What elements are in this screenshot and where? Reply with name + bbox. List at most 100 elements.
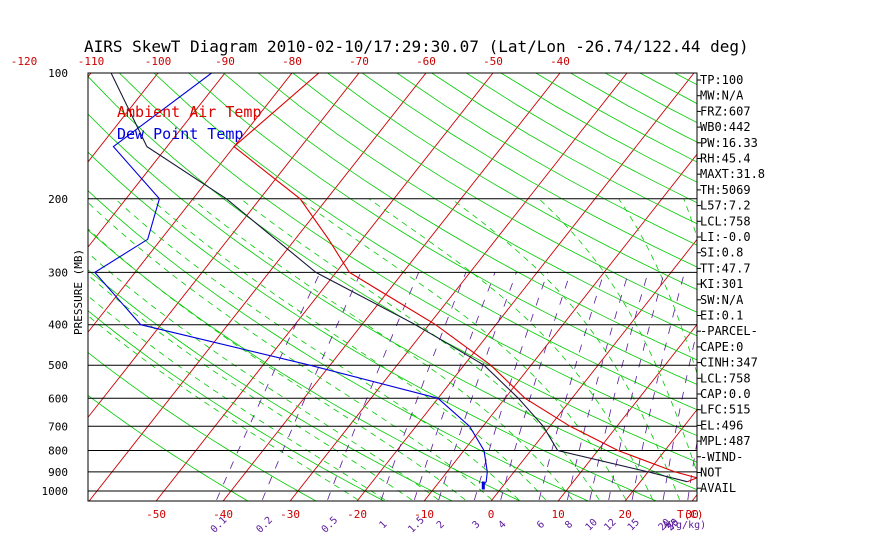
index-entry: TH:5069 xyxy=(700,183,751,197)
index-entry: TP:100 xyxy=(700,73,743,87)
index-entry: L57:7.2 xyxy=(700,199,751,213)
isotherm-line xyxy=(820,54,870,508)
index-entry: CINH:347 xyxy=(700,356,758,370)
dry-adiabat-line xyxy=(223,73,697,361)
top-temp-tick-label: -60 xyxy=(416,55,436,68)
dry-adiabat-line xyxy=(361,73,697,268)
mixing-ratio-line xyxy=(538,272,605,500)
mixing-ratio-line xyxy=(413,272,496,501)
pressure-tick-label: 1000 xyxy=(42,485,69,498)
dewpoint-temp-line xyxy=(93,73,488,486)
ambient-temp-line xyxy=(233,73,697,483)
moist-adiabat-line xyxy=(150,198,546,501)
pressure-tick-label: 200 xyxy=(48,193,68,206)
pressure-tick-label: 700 xyxy=(48,420,68,433)
pressure-tick-label: 600 xyxy=(48,392,68,405)
top-temp-tick-label: -100 xyxy=(145,55,172,68)
top-temp-tick-label: -80 xyxy=(282,55,302,68)
isotherm-line xyxy=(753,54,870,508)
top-temp-tick-label: -110 xyxy=(78,55,105,68)
index-entry: MAXT:31.8 xyxy=(700,167,765,181)
isotherm-line xyxy=(356,73,695,501)
moist-adiabat-line xyxy=(240,198,600,501)
index-entry: CAPE:0 xyxy=(700,340,743,354)
dry-adiabat-line xyxy=(396,73,697,246)
mixing-ratio-line xyxy=(567,272,629,500)
pressure-tick-label: 800 xyxy=(48,445,68,458)
moist-adiabat-line xyxy=(538,198,697,474)
isotherm-line xyxy=(624,408,697,501)
bottom-temp-tick-label: 10 xyxy=(551,508,564,521)
index-entry: RH:45.4 xyxy=(700,152,751,166)
moist-adiabat-line xyxy=(451,198,680,501)
top-temp-tick-label: -40 xyxy=(550,55,570,68)
chart-title: AIRS SkewT Diagram 2010-02-10/17:29:30.0… xyxy=(84,37,749,56)
dry-adiabat-line xyxy=(779,73,870,508)
bottom-temp-tick-label: 0 xyxy=(488,508,495,521)
index-entry: MW:N/A xyxy=(700,89,744,103)
moist-adiabat-line xyxy=(88,228,466,501)
isotherm-line xyxy=(88,73,293,333)
parcel-path-line xyxy=(110,73,688,483)
dry-adiabat-line xyxy=(153,73,697,411)
bottom-temp-tick-label: 30 xyxy=(685,508,698,521)
index-entry: EL:496 xyxy=(700,418,743,432)
dry-adiabat-line xyxy=(848,73,870,508)
index-entry: KI:301 xyxy=(700,277,743,291)
isotherm-line xyxy=(88,73,360,419)
index-entry: -PARCEL- xyxy=(700,324,758,338)
mixing-ratio-tick-label: 8 xyxy=(563,519,575,531)
index-entry: WB0:442 xyxy=(700,120,751,134)
mixing-ratio-line xyxy=(500,272,571,501)
bottom-temp-tick-label: -40 xyxy=(213,508,233,521)
pressure-tick-labels: 100 200 300 400 500 600 700 800 900 1000 xyxy=(42,67,69,498)
top-temp-tick-label: -90 xyxy=(215,55,235,68)
mixing-ratio-line xyxy=(474,272,548,501)
isotherm-line xyxy=(0,54,39,508)
mixing-ratio-line xyxy=(327,272,420,501)
isotherm-line xyxy=(557,323,697,501)
mixing-ratio-tick-label: 12 xyxy=(602,517,618,533)
mixing-ratio-line xyxy=(261,272,362,501)
pressure-tick-label: 400 xyxy=(48,319,68,332)
isotherm-line xyxy=(155,73,494,501)
mixing-ratio-tick-label: 1 xyxy=(377,519,389,531)
mixing-ratio-unit-label: W(g/kg) xyxy=(664,520,706,531)
pressure-tick-label: 500 xyxy=(48,359,68,372)
mixing-ratio-tick-label: 4 xyxy=(497,519,509,531)
index-entry: MPL:487 xyxy=(700,434,751,448)
index-entry: LCL:758 xyxy=(700,371,751,385)
mixing-ratio-line xyxy=(608,272,665,500)
profile-series xyxy=(93,73,697,490)
mixing-ratio-line xyxy=(631,272,685,500)
index-entry: NOT xyxy=(700,466,722,480)
bottom-temp-tick-label: -30 xyxy=(280,508,300,521)
mixing-ratio-tick-label: 3 xyxy=(470,519,482,531)
mixing-ratio-line xyxy=(380,272,467,501)
moist-adiabat-line xyxy=(88,252,439,501)
bottom-temp-tick-label: -50 xyxy=(146,508,166,521)
index-entry: LFC:515 xyxy=(700,403,751,417)
bottom-temp-tick-label: 20 xyxy=(618,508,631,521)
index-entry: -WIND- xyxy=(700,450,743,464)
mixing-ratio-tick-label: 0.5 xyxy=(320,515,341,536)
mixing-ratio-tick-label: 6 xyxy=(535,519,547,531)
dry-adiabat-line xyxy=(327,73,697,290)
pressure-tick-label: 900 xyxy=(48,466,68,479)
dry-adiabat-line xyxy=(744,73,870,508)
bottom-temp-tick-label: -10 xyxy=(414,508,434,521)
index-entry: SI:0.8 xyxy=(700,246,743,260)
mixing-ratio-tick-label: 10 xyxy=(584,517,600,533)
dry-adiabat-line xyxy=(188,73,697,385)
isotherm-line xyxy=(88,73,226,248)
mixing-ratio-line xyxy=(216,272,321,501)
bottom-axis-unit-label: T(C) xyxy=(677,508,704,521)
legend-dew-point-temp: Dew Point Temp xyxy=(117,125,243,143)
moist-adiabat-line xyxy=(368,198,654,501)
dry-adiabat-line xyxy=(257,73,697,337)
moist-adiabat-line xyxy=(191,198,573,501)
isotherm-line xyxy=(423,153,697,501)
mixing-ratio-line xyxy=(438,272,517,501)
moist-adiabat-line xyxy=(618,198,697,375)
